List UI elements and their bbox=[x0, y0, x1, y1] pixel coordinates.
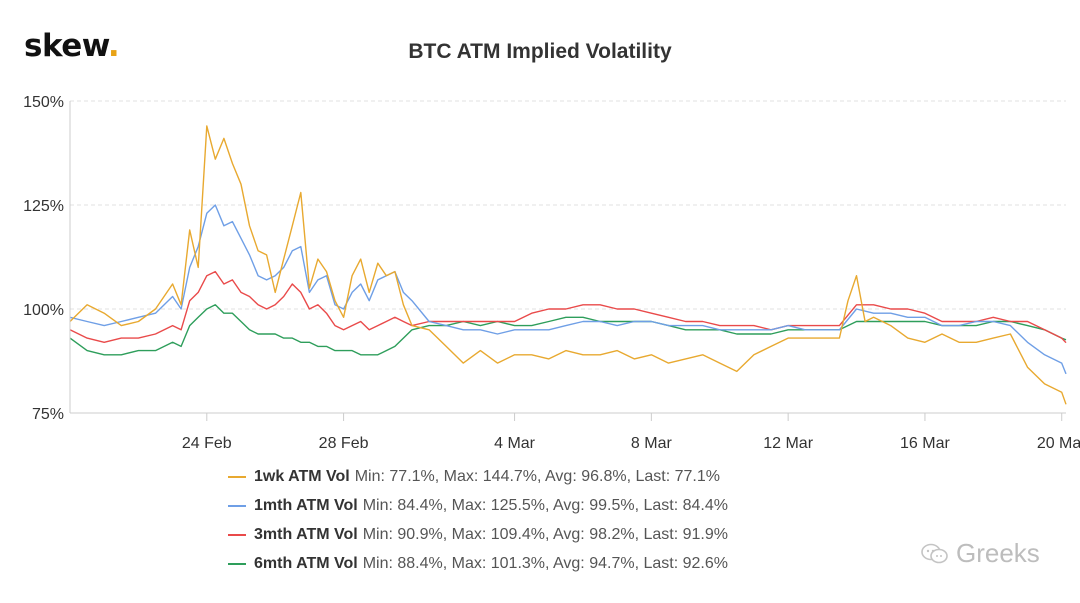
series-lines bbox=[69, 125, 1067, 405]
legend-series-name: 3mth ATM Vol bbox=[254, 525, 358, 543]
legend-item[interactable]: 1mth ATM Vol Min: 84.4%, Max: 125.5%, Avg… bbox=[228, 491, 728, 520]
legend-item[interactable]: 3mth ATM Vol Min: 90.9%, Max: 109.4%, Avg… bbox=[228, 520, 728, 549]
x-tick-label: 24 Feb bbox=[182, 435, 232, 452]
chat-bubbles-icon bbox=[921, 543, 948, 563]
y-tick-label: 75% bbox=[32, 406, 64, 423]
legend-item[interactable]: 6mth ATM Vol Min: 88.4%, Max: 101.3%, Avg… bbox=[228, 549, 728, 578]
legend-series-name: 1wk ATM Vol bbox=[254, 467, 350, 485]
x-tick-label: 16 Mar bbox=[900, 435, 950, 452]
legend-series-stats: Min: 77.1%, Max: 144.7%, Avg: 96.8%, Las… bbox=[354, 467, 720, 485]
axes: 150% 125% 100% 75% 24 Feb 28 Feb 4 Mar 8 Mar 12 … bbox=[23, 94, 1080, 452]
series-line-1wk-atm-vol bbox=[69, 125, 1067, 405]
chart-svg: 150% 125% 100% 75% 24 Feb 28 Feb 4 Mar 8 Mar 12 … bbox=[23, 94, 1080, 452]
legend-item[interactable]: 1wk ATM Vol Min: 77.1%, Max: 144.7%, Avg:… bbox=[228, 462, 728, 491]
brand-text: skew bbox=[24, 28, 108, 64]
x-tick-label: 12 Mar bbox=[763, 435, 813, 452]
y-tick-label: 100% bbox=[23, 302, 64, 319]
brand-logo: skew. bbox=[24, 28, 120, 64]
x-tick-label: 4 Mar bbox=[494, 435, 536, 452]
y-tick-label: 125% bbox=[23, 198, 64, 215]
legend-series-stats: Min: 88.4%, Max: 101.3%, Avg: 94.7%, Las… bbox=[362, 554, 728, 572]
brand-dot: . bbox=[107, 28, 120, 64]
legend-series-name: 1mth ATM Vol bbox=[254, 496, 358, 514]
x-tick-label: 28 Feb bbox=[319, 435, 369, 452]
legend-swatch bbox=[228, 533, 246, 536]
legend-series-stats: Min: 84.4%, Max: 125.5%, Avg: 99.5%, Las… bbox=[362, 496, 728, 514]
legend-series-name: 6mth ATM Vol bbox=[254, 554, 358, 572]
watermark-text: Greeks bbox=[956, 538, 1040, 568]
legend-swatch bbox=[228, 504, 246, 507]
legend-swatch bbox=[228, 562, 246, 565]
legend-series-stats: Min: 90.9%, Max: 109.4%, Avg: 98.2%, Las… bbox=[362, 525, 728, 543]
legend-swatch bbox=[228, 475, 246, 478]
chart-legend: 1wk ATM Vol Min: 77.1%, Max: 144.7%, Avg:… bbox=[228, 462, 728, 578]
series-line-3mth-atm-vol bbox=[69, 270, 1067, 344]
series-line-6mth-atm-vol bbox=[69, 304, 1067, 356]
y-tick-label: 150% bbox=[23, 94, 64, 111]
watermark: Greeks bbox=[920, 538, 1040, 569]
x-tick-label: 8 Mar bbox=[631, 435, 673, 452]
series-line-1mth-atm-vol bbox=[69, 204, 1067, 375]
x-tick-label: 20 Mar bbox=[1037, 435, 1080, 452]
chart-title: BTC ATM Implied Volatility bbox=[408, 40, 672, 63]
